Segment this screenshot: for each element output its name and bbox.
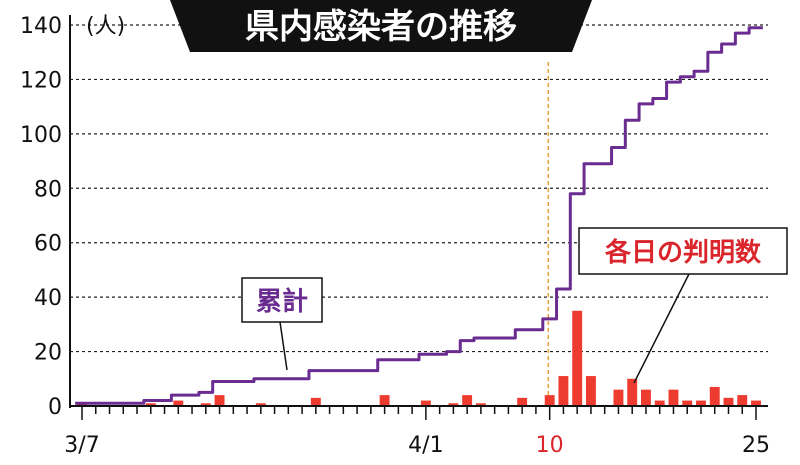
daily-bar xyxy=(420,400,431,406)
daily-bar xyxy=(379,395,390,406)
daily-bar xyxy=(475,403,486,406)
y-tick-label: 20 xyxy=(34,341,62,366)
daily-callout-box xyxy=(578,227,788,275)
x-tick-label: 10 xyxy=(536,433,564,458)
cumulative-callout-label: 累計 xyxy=(256,286,308,317)
y-tick-label: 140 xyxy=(20,14,62,39)
y-unit-label: (人) xyxy=(86,14,125,39)
daily-bar xyxy=(448,403,459,406)
daily-bar xyxy=(696,400,706,406)
daily-bar xyxy=(613,389,624,406)
daily-bar xyxy=(737,395,748,406)
cumulative-callout: 累計 xyxy=(241,277,323,371)
daily-bar xyxy=(682,400,693,406)
daily-bars xyxy=(77,310,761,406)
daily-bar xyxy=(255,403,266,406)
axes xyxy=(69,15,768,420)
daily-bar xyxy=(585,376,596,406)
y-tick-label: 80 xyxy=(34,177,62,202)
x-tick-label: 25 xyxy=(742,433,770,458)
daily-bar xyxy=(544,395,555,406)
y-tick-label: 120 xyxy=(20,68,62,93)
daily-bar xyxy=(173,400,184,406)
x-tick-label: 3/7 xyxy=(64,433,99,458)
daily-bar xyxy=(558,376,569,406)
daily-callout: 各日の判明数 xyxy=(578,227,788,384)
daily-bar xyxy=(572,310,583,406)
x-tick-labels: 3/7 4/1 10 25 xyxy=(64,433,770,458)
y-tick-labels: 0 20 40 60 80 100 120 140 xyxy=(20,14,62,420)
cumulative-callout-box xyxy=(241,277,323,323)
y-tick-label: 40 xyxy=(34,286,62,311)
daily-bar xyxy=(668,389,679,406)
daily-bar xyxy=(145,403,156,406)
daily-bar xyxy=(723,397,734,406)
title-banner: 県内感染者の推移 xyxy=(170,0,592,52)
daily-bar xyxy=(627,378,638,406)
daily-callout-pointer xyxy=(633,271,691,384)
cumulative-callout-pointer xyxy=(279,321,288,371)
x-tick-label: 4/1 xyxy=(408,433,443,458)
cumulative-line xyxy=(75,26,763,405)
daily-bar xyxy=(214,395,225,406)
y-tick-label: 60 xyxy=(34,232,62,257)
daily-bar xyxy=(709,386,720,406)
daily-callout-label: 各日の判明数 xyxy=(604,237,762,268)
daily-bar xyxy=(310,397,321,406)
daily-bar xyxy=(641,389,651,406)
y-tick-label: 0 xyxy=(48,395,62,420)
y-tick-label: 100 xyxy=(20,123,62,148)
daily-bar xyxy=(200,403,211,406)
daily-bar xyxy=(517,397,528,406)
daily-bar xyxy=(462,395,473,406)
daily-bar xyxy=(751,400,761,406)
chart-title: 県内感染者の推移 xyxy=(245,7,517,47)
grid xyxy=(70,24,768,353)
daily-bar xyxy=(654,400,665,406)
